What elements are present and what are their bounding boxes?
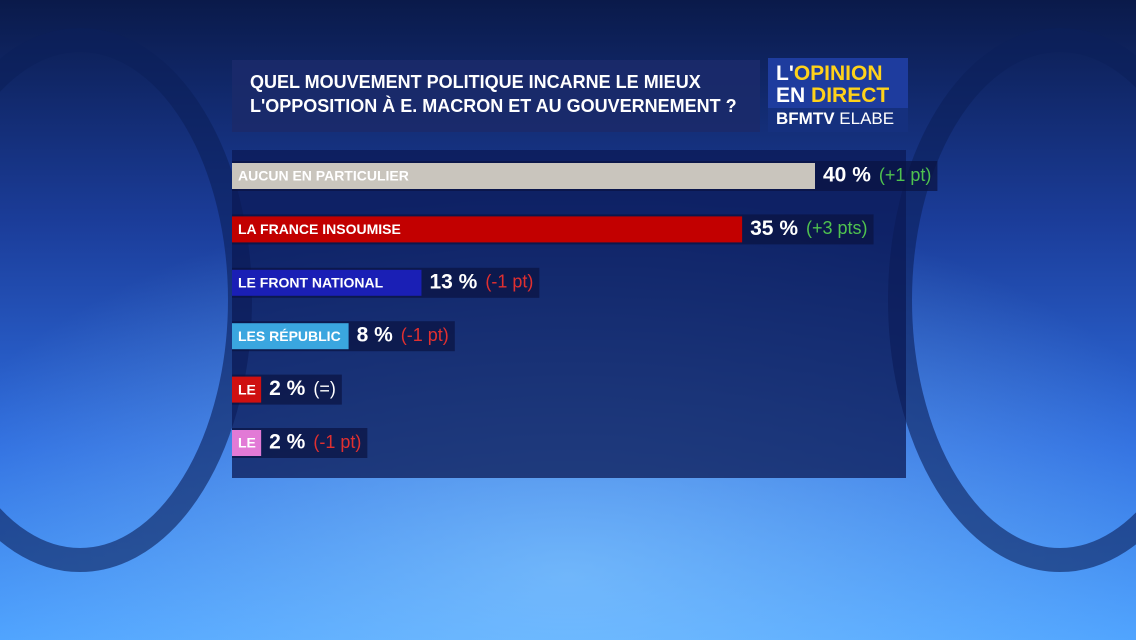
bar-label: LES RÉPUBLIC bbox=[238, 328, 341, 344]
bars: AUCUN EN PARTICULIER 40 % (+1 pt) LA FRANCE… bbox=[232, 161, 938, 458]
logo-text: L'OPINION bbox=[776, 62, 883, 85]
value-label: 40 % bbox=[823, 164, 871, 187]
logo-word: EN bbox=[776, 84, 805, 107]
value-label: 13 % bbox=[429, 270, 477, 293]
bar-label: LE FRONT NATIONAL bbox=[238, 275, 384, 291]
change-label: (+1 pt) bbox=[879, 165, 932, 185]
logo-text: EN DIRECT bbox=[776, 84, 889, 107]
chart-panel bbox=[232, 150, 906, 478]
bar bbox=[232, 216, 743, 243]
change-label: (-1 pt) bbox=[313, 432, 361, 452]
bar bbox=[232, 376, 262, 403]
chart-title: QUEL MOUVEMENT POLITIQUE INCARNE LE MIEU… bbox=[250, 72, 701, 92]
change-label: (-1 pt) bbox=[401, 325, 449, 345]
logo-word: DIRECT bbox=[811, 84, 889, 107]
value-label: 2 % bbox=[269, 431, 306, 454]
change-label: (-1 pt) bbox=[485, 272, 533, 292]
change-label: (=) bbox=[313, 378, 336, 398]
bar bbox=[232, 430, 262, 456]
bar-label: LE bbox=[238, 381, 256, 397]
logo-word: L' bbox=[776, 62, 794, 85]
logo-band bbox=[768, 108, 908, 132]
value-label: 8 % bbox=[357, 324, 394, 347]
bar-label: AUCUN EN PARTICULIER bbox=[238, 168, 409, 184]
chart-title: L'OPPOSITION À E. MACRON ET AU GOUVERNEM… bbox=[250, 95, 737, 116]
logo-word: BFMTV bbox=[776, 109, 835, 128]
change-label: (+3 pts) bbox=[806, 218, 868, 238]
title-box bbox=[232, 60, 760, 132]
bar-label: LE bbox=[238, 435, 256, 451]
value-label: 2 % bbox=[269, 377, 306, 400]
logo-word: OPINION bbox=[794, 62, 883, 85]
bar bbox=[232, 323, 349, 350]
logo-text: BFMTV ELABE bbox=[776, 109, 894, 128]
bar-label: LA FRANCE INSOUMISE bbox=[238, 221, 401, 237]
value-label: 35 % bbox=[750, 217, 798, 240]
bar bbox=[232, 269, 422, 296]
logo-word: ELABE bbox=[839, 109, 894, 128]
bar bbox=[232, 163, 815, 189]
